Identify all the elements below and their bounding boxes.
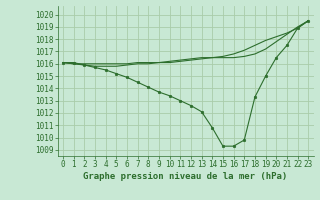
X-axis label: Graphe pression niveau de la mer (hPa): Graphe pression niveau de la mer (hPa) xyxy=(84,172,288,181)
